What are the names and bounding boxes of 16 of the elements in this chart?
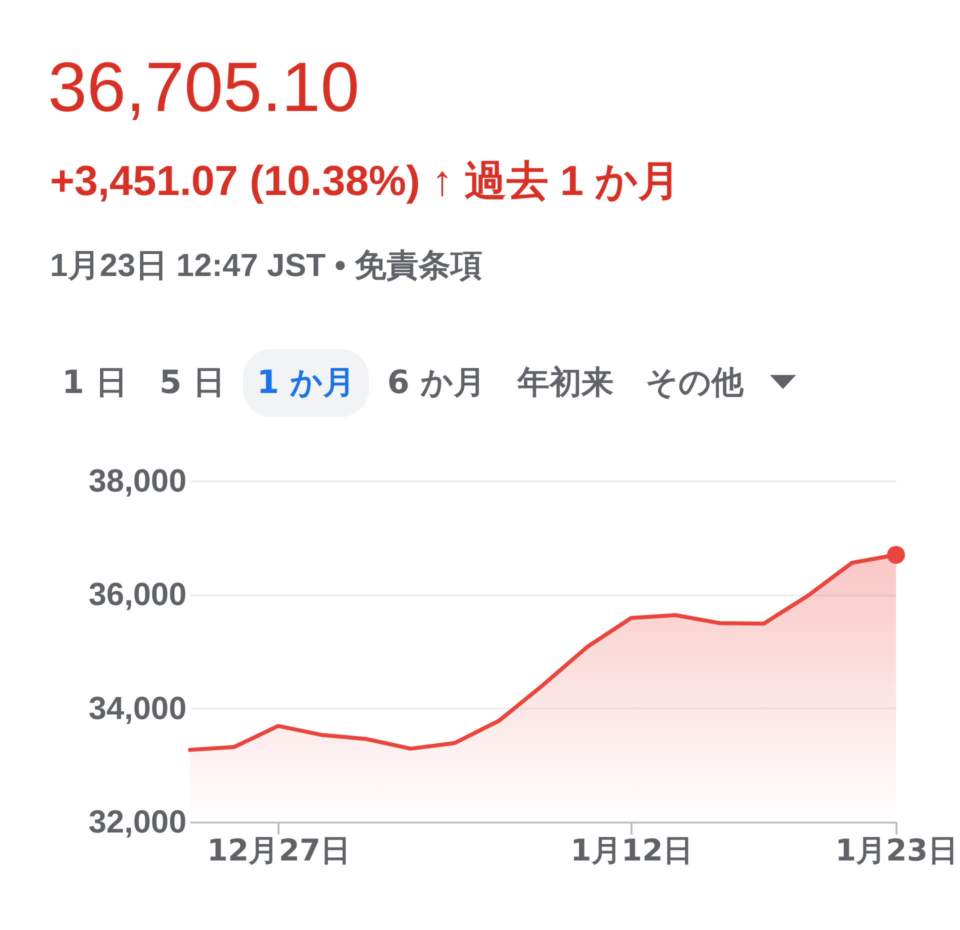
text: 5 日: [158, 362, 226, 403]
text: 1 か月: [242, 349, 370, 417]
x-tick-label: 1月23日: [835, 834, 958, 868]
text: 年初来: [516, 362, 615, 403]
chart-subtitle: +3,451.07 (10.38%) ↑ 過去 1 か月: [50, 157, 680, 204]
text: 6 か月: [386, 362, 487, 403]
y-tick-label: 36,000: [88, 576, 186, 612]
x-tick-label: 12月27日: [207, 834, 350, 868]
x-tick-label: 1月12日: [570, 834, 694, 868]
chart-title: 36,705.10: [48, 48, 360, 126]
text: その他: [644, 362, 745, 403]
y-tick-label: 34,000: [88, 690, 186, 726]
y-tick-label: 32,000: [88, 804, 186, 840]
text: 1 日: [61, 362, 128, 403]
y-tick-label: 38,000: [88, 462, 186, 498]
text: 1月23日 12:47 JST • 免責条項: [50, 246, 483, 284]
